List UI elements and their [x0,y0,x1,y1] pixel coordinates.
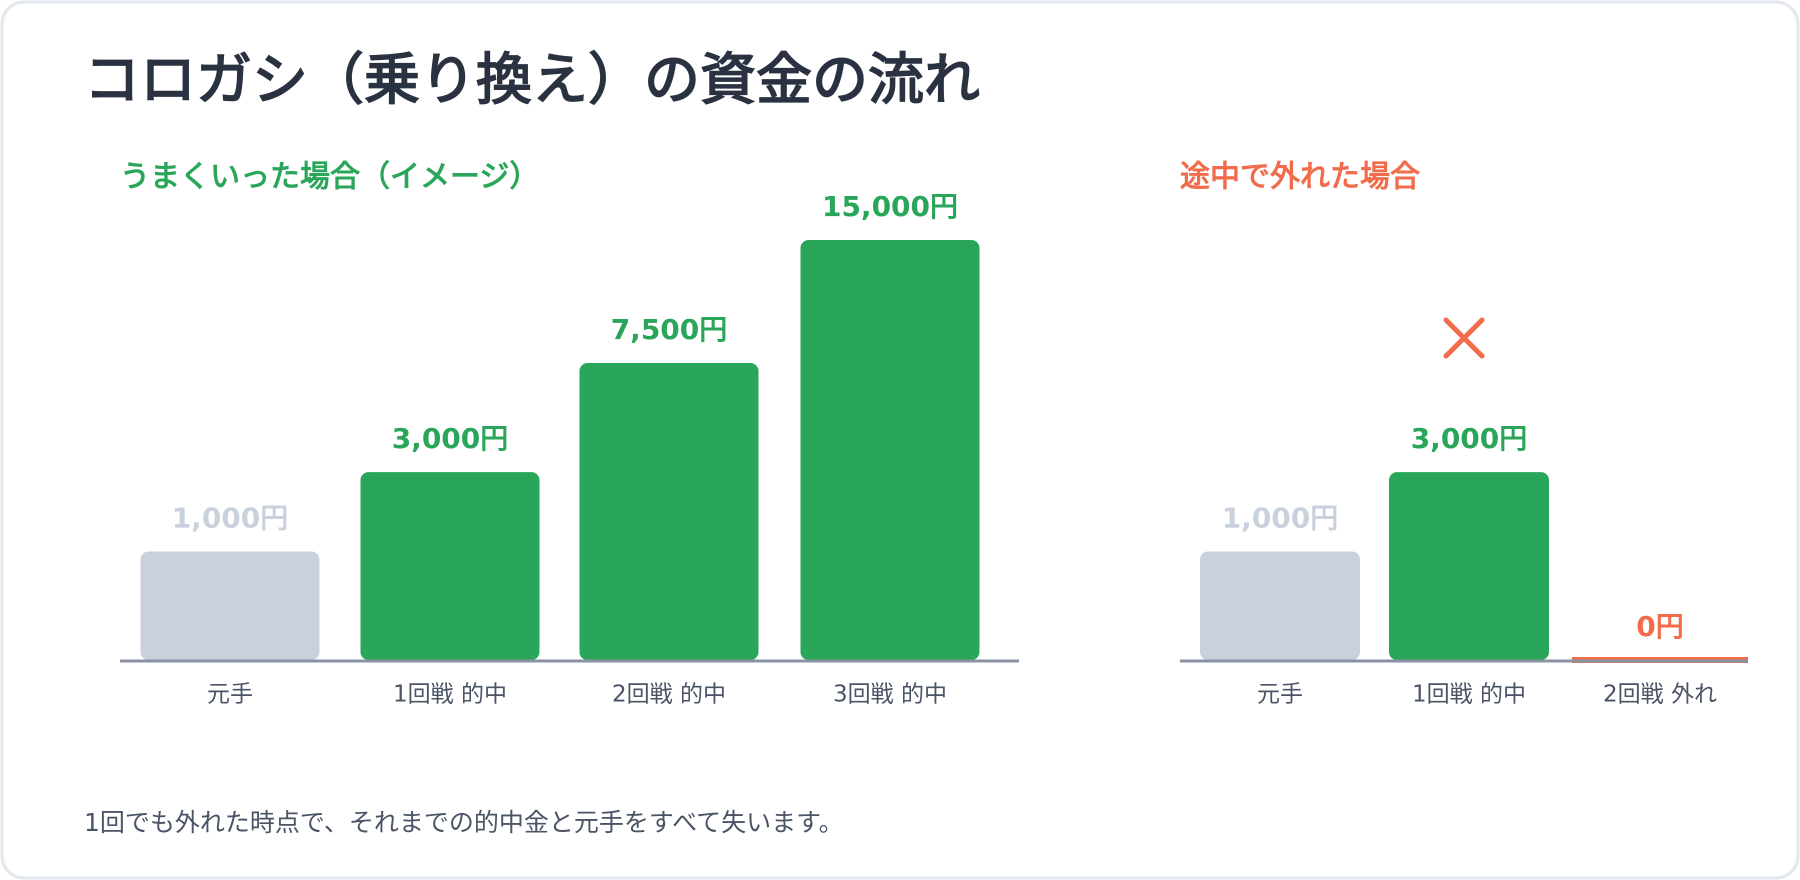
value-label: 7,500円 [611,313,728,346]
bar [140,551,320,660]
x-tick-label: 1回戦 的中 [1412,682,1526,708]
value-label: 3,000円 [392,422,509,455]
cross-icon [1443,317,1485,359]
x-tick-label: 2回戦 的中 [612,682,726,708]
x-tick-label: 元手 [207,682,253,708]
chart-subtitle: 途中で外れた場合 [1180,160,1421,195]
footer-note: 1回でも外れた時点で、それまでの的中金と元手をすべて失います。 [84,808,844,837]
bar [1389,472,1549,660]
bar [1200,551,1360,660]
bar [579,363,759,660]
value-label: 1,000円 [1222,502,1339,535]
value-label: 3,000円 [1411,422,1528,455]
chart-subtitle: うまくいった場合（イメージ） [120,160,539,195]
value-label: 0円 [1636,610,1683,643]
bar [360,472,540,660]
x-tick-label: 3回戦 的中 [833,682,947,708]
x-tick-label: 2回戦 外れ [1603,682,1717,708]
value-label: 1,000円 [172,502,289,535]
value-label: 15,000円 [822,190,958,223]
bar [800,240,980,660]
page-title: コロガシ（乗り換え）の資金の流れ [84,48,980,113]
x-tick-label: 1回戦 的中 [393,682,507,708]
x-tick-label: 元手 [1257,682,1303,708]
